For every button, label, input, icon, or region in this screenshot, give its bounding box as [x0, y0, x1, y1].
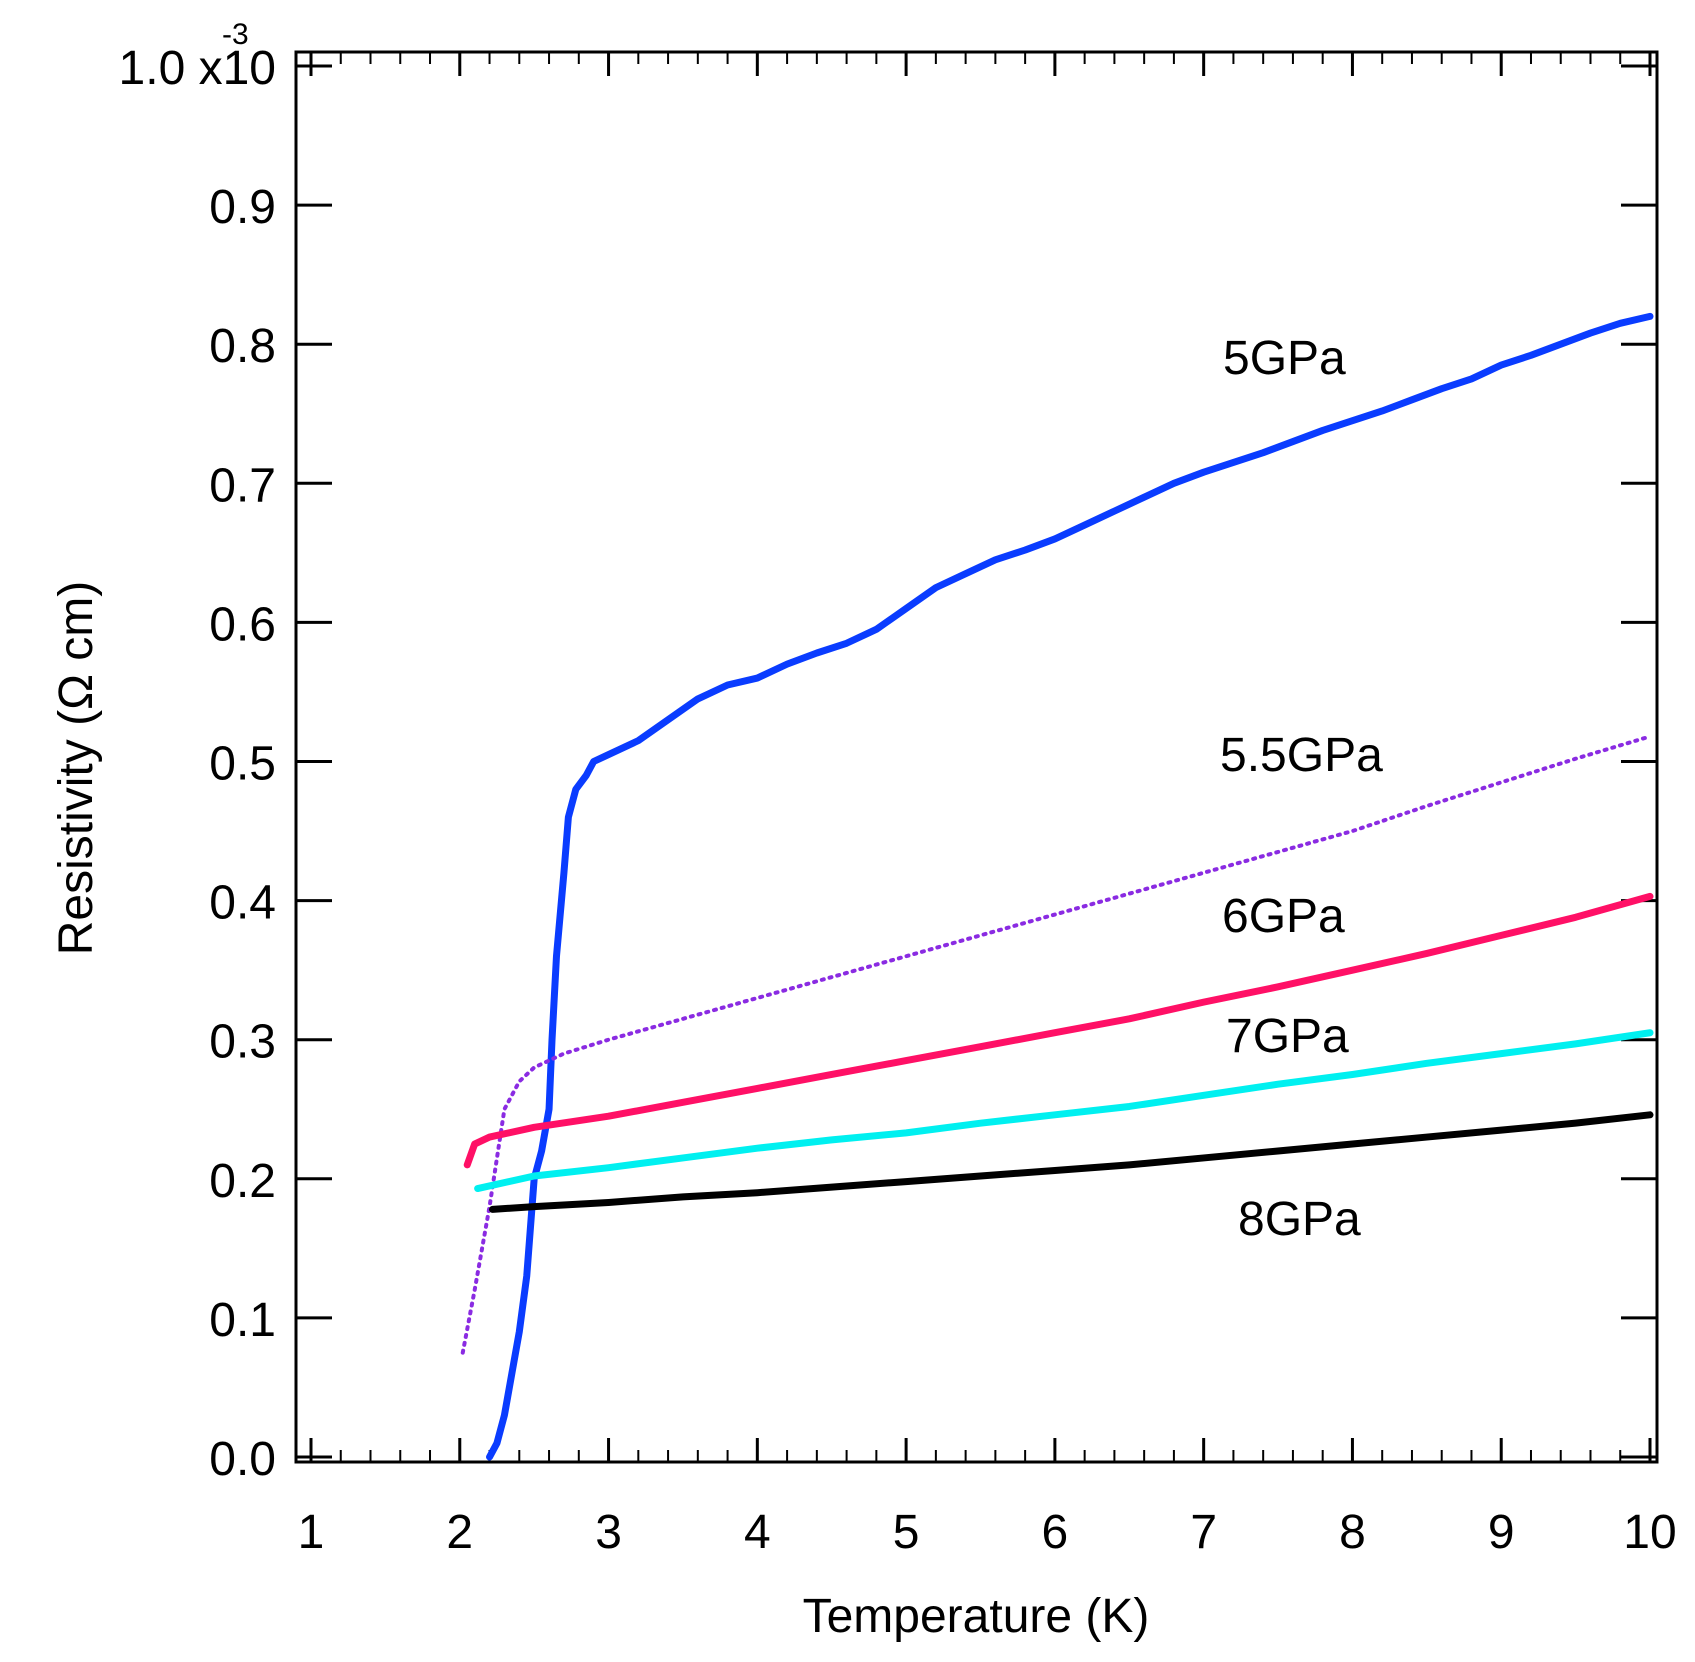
y-axis-exponent: -3	[222, 18, 249, 51]
series-label: 7GPa	[1226, 1010, 1349, 1063]
series-line-6GPa	[463, 892, 1654, 1169]
y-tick-label: 1.0 x10	[119, 42, 276, 95]
series-line-8GPa	[489, 1111, 1654, 1213]
x-tick-label: 3	[595, 1506, 622, 1559]
series-label: 6GPa	[1222, 890, 1345, 943]
y-tick-label: 0.9	[209, 181, 276, 234]
y-tick-label: 0.6	[209, 598, 276, 651]
series-line-5GPa	[486, 312, 1654, 1461]
x-axis: 1 2 3 4 5 6 7 8 9 10	[298, 52, 1677, 1559]
x-tick-label: 7	[1190, 1506, 1217, 1559]
x-tick-label: 4	[744, 1506, 771, 1559]
series-line-5.5GPa	[460, 734, 1652, 1355]
y-tick-label: 0.1	[209, 1294, 276, 1347]
x-tick-label: 5	[893, 1506, 920, 1559]
y-axis: 0.0 0.1 0.2 0.3 0.4 0.5 0.6 0.7 0.8 0.9 1.0 x10	[119, 42, 1657, 1486]
y-tick-label: 0.0	[209, 1433, 276, 1486]
y-tick-label: 0.8	[209, 320, 276, 373]
series-labels: 5GPa 5.5GPa 6GPa 7GPa 8GPa	[1220, 332, 1383, 1246]
y-tick-label: 0.4	[209, 877, 276, 930]
series-label: 5GPa	[1223, 332, 1346, 385]
x-tick-label: 8	[1339, 1506, 1366, 1559]
plot-frame	[294, 50, 1659, 1464]
y-tick-label: 0.3	[209, 1016, 276, 1069]
y-tick-label: 0.2	[209, 1155, 276, 1208]
y-axis-title: Resistivity (Ω cm)	[50, 581, 103, 956]
x-axis-title: Temperature (K)	[803, 1590, 1150, 1643]
x-tick-label: 1	[298, 1506, 325, 1559]
y-tick-label: 0.7	[209, 459, 276, 512]
x-tick-label: 6	[1042, 1506, 1069, 1559]
series-label: 8GPa	[1238, 1193, 1361, 1246]
x-tick-label: 10	[1623, 1506, 1676, 1559]
series-label: 5.5GPa	[1220, 729, 1383, 782]
data-series	[460, 312, 1654, 1461]
series-line-7GPa	[474, 1029, 1654, 1193]
x-tick-label: 2	[446, 1506, 473, 1559]
y-tick-label: 0.5	[209, 738, 276, 791]
x-tick-label: 9	[1488, 1506, 1515, 1559]
